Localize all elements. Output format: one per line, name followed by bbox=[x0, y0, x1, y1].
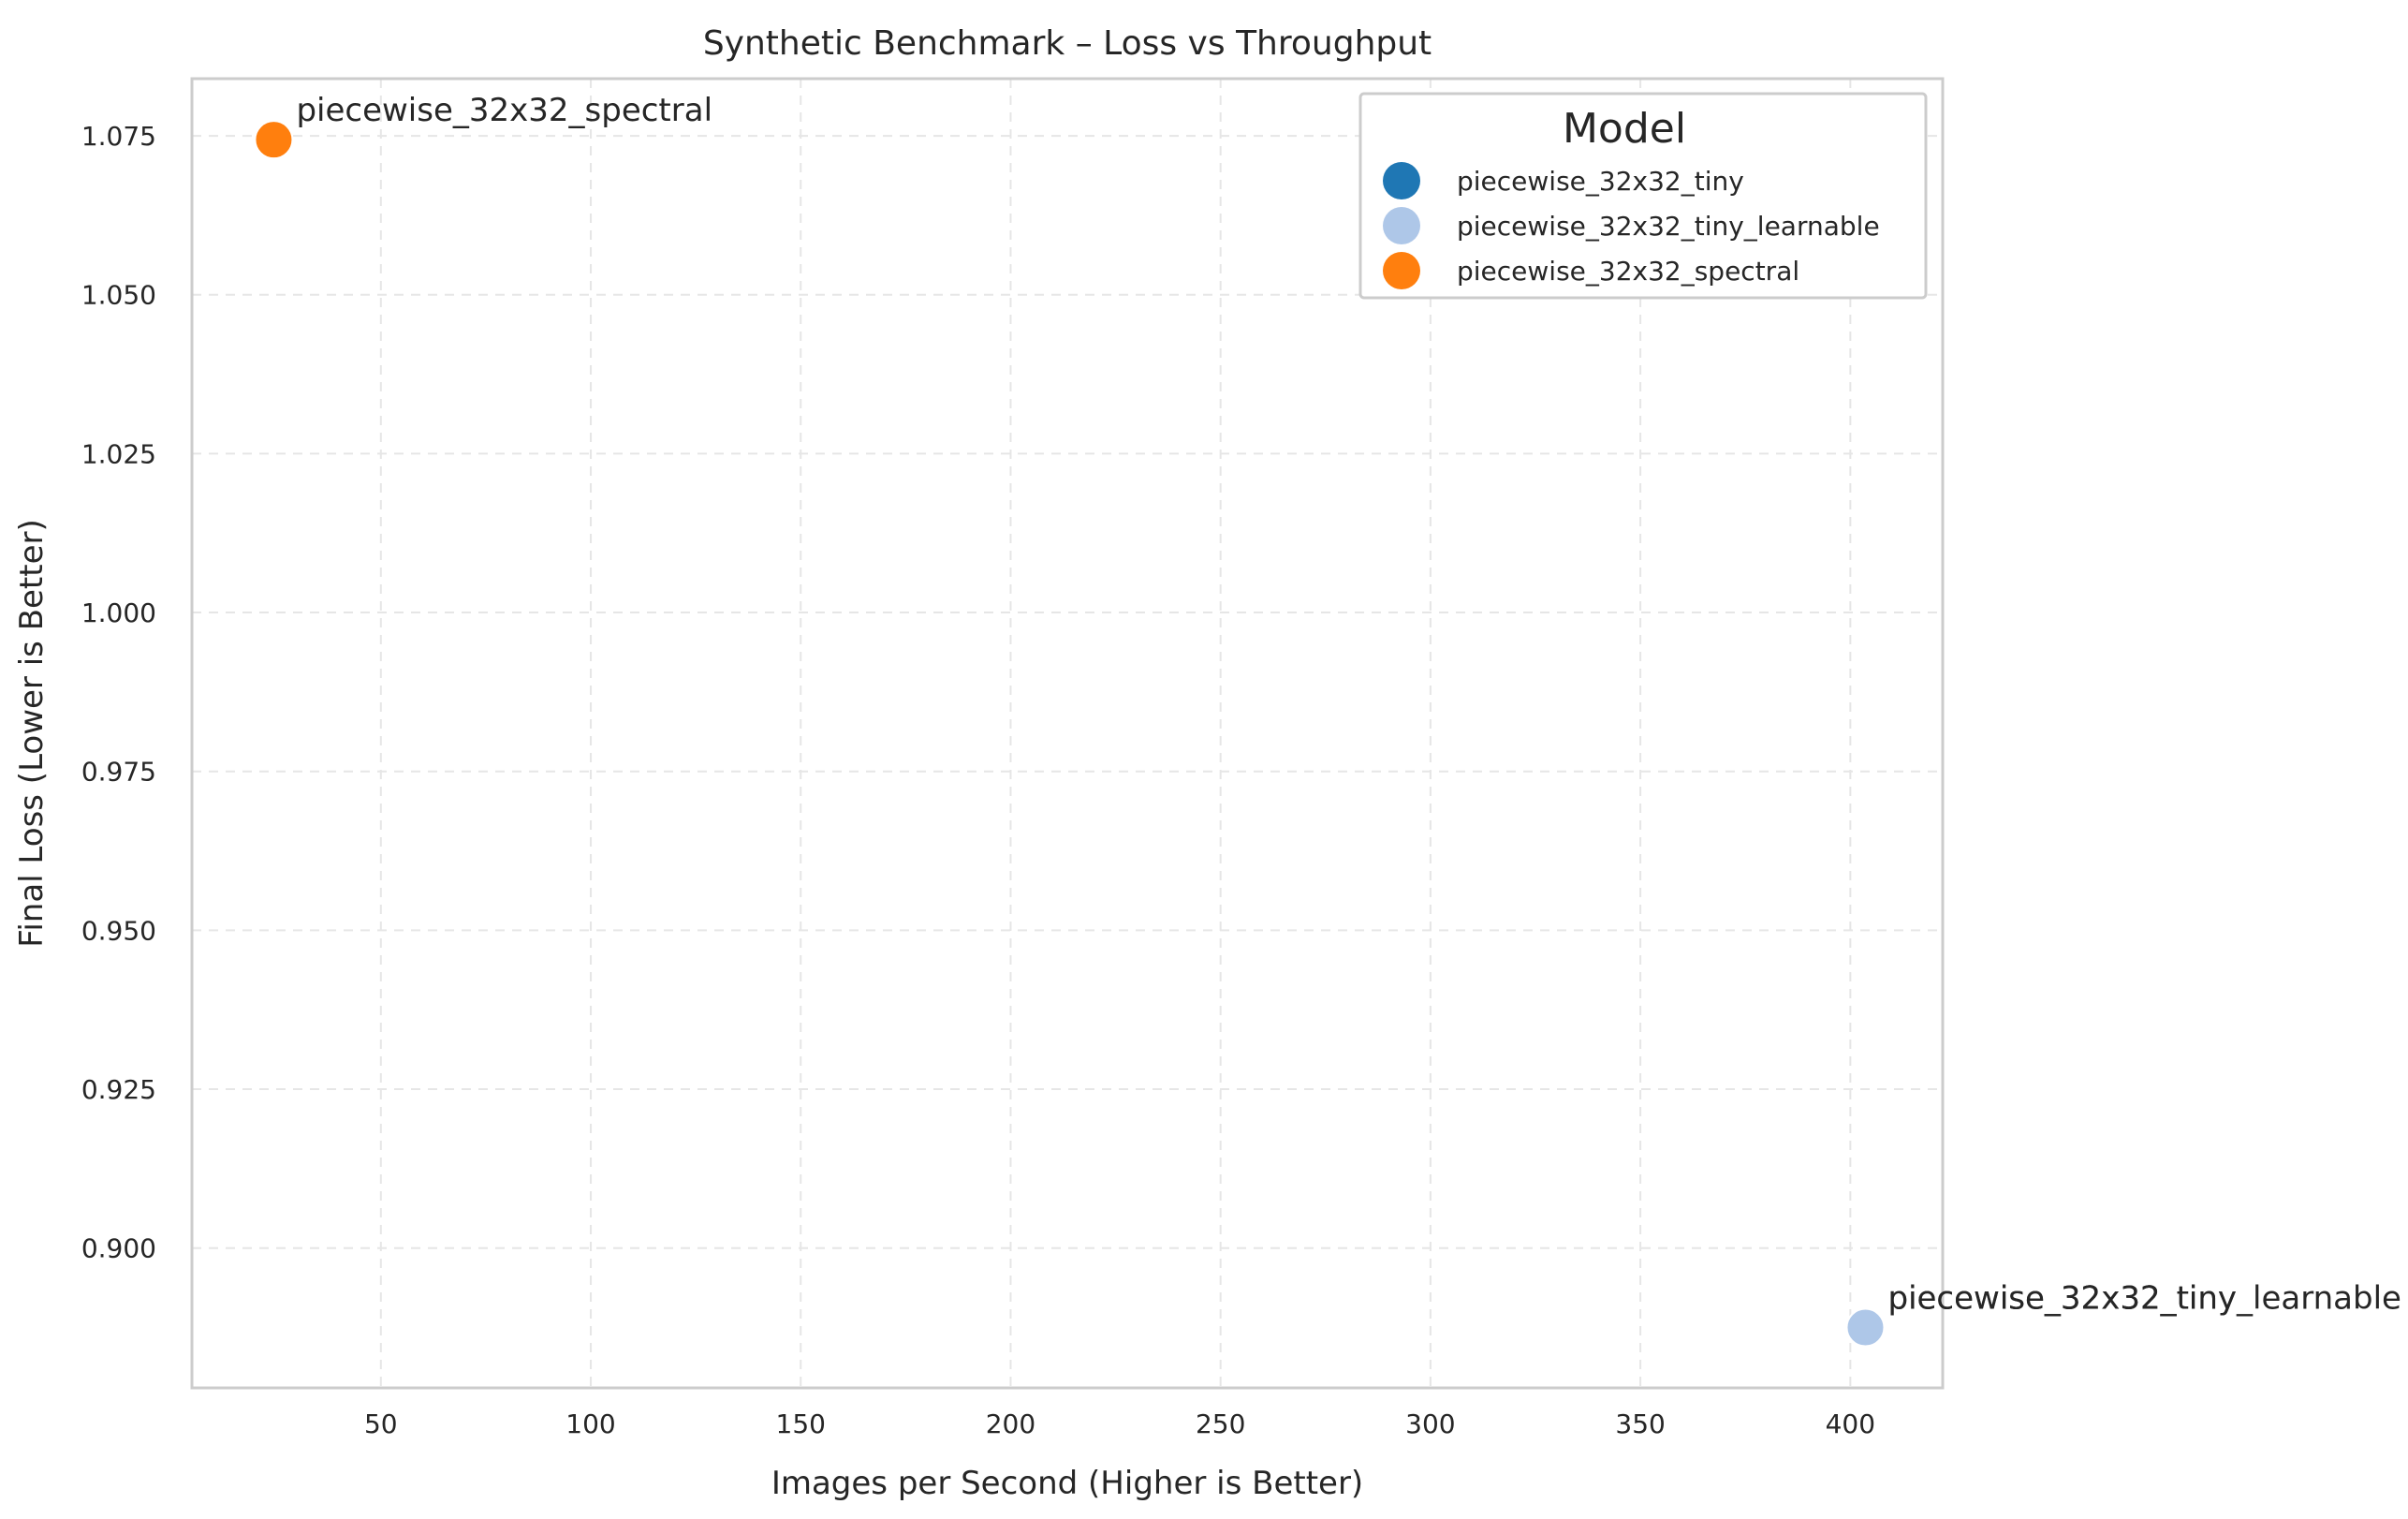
x-tick-label: 200 bbox=[986, 1408, 1035, 1439]
data-point bbox=[1845, 1307, 1886, 1348]
grid-lines bbox=[192, 79, 1943, 1388]
legend-marker bbox=[1383, 207, 1420, 244]
x-tick-label: 400 bbox=[1826, 1408, 1875, 1439]
tick-labels: 50 100 150 200 250 300 350 400 0.900 0.925 0.950 0.… bbox=[81, 121, 1875, 1439]
y-tick-label: 1.025 bbox=[81, 438, 156, 469]
x-tick-label: 300 bbox=[1405, 1408, 1455, 1439]
y-axis-label: Final Loss (Lower is Better) bbox=[13, 519, 51, 948]
x-tick-label: 150 bbox=[776, 1408, 826, 1439]
point-annotation: piecewise_32x32_tiny_learnable bbox=[1887, 1280, 2401, 1318]
legend: Model piecewise_32x32_tinypiecewise_32x3… bbox=[1358, 92, 1928, 300]
y-tick-label: 0.950 bbox=[81, 915, 156, 946]
x-tick-label: 350 bbox=[1615, 1408, 1665, 1439]
legend-marker bbox=[1383, 252, 1420, 289]
legend-items: piecewise_32x32_tiny piecewise_32x32_tiny… bbox=[1383, 162, 1880, 289]
y-tick-label: 1.050 bbox=[81, 280, 156, 311]
x-axis-label: Images per Second (Higher is Better) bbox=[771, 1465, 1363, 1502]
y-tick-label: 0.975 bbox=[81, 757, 156, 788]
y-tick-label: 1.000 bbox=[81, 597, 156, 628]
legend-marker bbox=[1383, 162, 1420, 199]
x-tick-label: 50 bbox=[364, 1408, 398, 1439]
plot-frame bbox=[190, 77, 1945, 1390]
legend-label: piecewise_32x32_tiny bbox=[1457, 166, 1744, 197]
legend-label: piecewise_32x32_spectral bbox=[1457, 256, 1799, 287]
legend-label: piecewise_32x32_tiny_learnable bbox=[1457, 211, 1880, 242]
data-point bbox=[254, 120, 294, 160]
y-tick-label: 0.900 bbox=[81, 1233, 156, 1264]
point-annotation: piecewise_32x32_tiny bbox=[1887, 1280, 2237, 1318]
legend-box bbox=[1358, 92, 1928, 300]
legend-title: Model bbox=[1563, 105, 1686, 153]
y-tick-label: 1.075 bbox=[81, 121, 156, 152]
y-tick-label: 0.925 bbox=[81, 1074, 156, 1105]
chart-title: Synthetic Benchmark – Loss vs Throughput bbox=[703, 24, 1432, 63]
point-annotation: piecewise_32x32_spectral bbox=[296, 92, 712, 129]
x-tick-label: 100 bbox=[565, 1408, 615, 1439]
data-points bbox=[254, 120, 1886, 1348]
point-annotations: piecewise_32x32_tinypiecewise_32x32_tiny… bbox=[296, 92, 2401, 1317]
x-tick-label: 250 bbox=[1196, 1408, 1245, 1439]
